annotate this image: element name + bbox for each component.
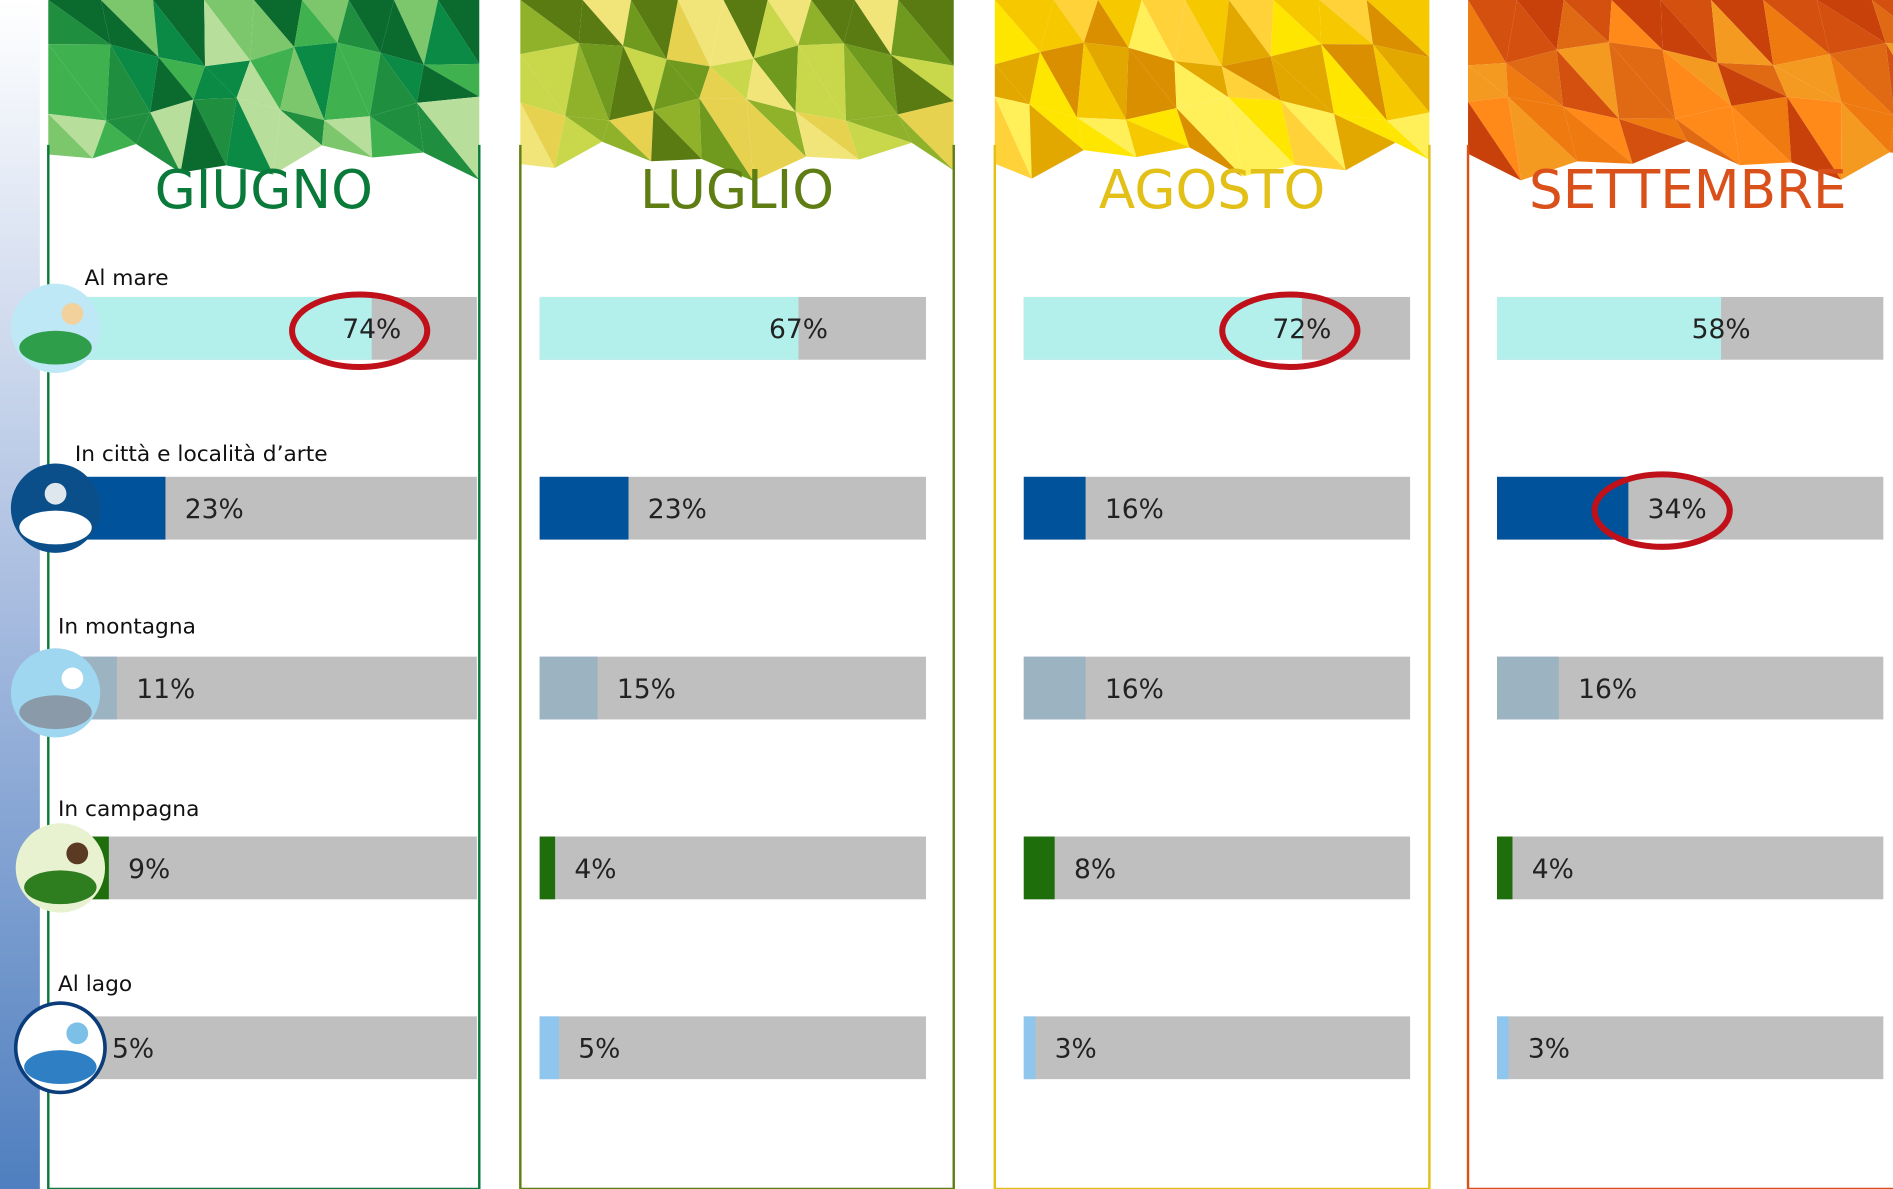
category-icon-detail (19, 511, 91, 545)
month-panel: LUGLIO 67% 23% 15% 4% 5% (520, 0, 953, 1189)
category-icon-detail (62, 668, 84, 690)
month-title: AGOSTO (1099, 159, 1325, 221)
value-label: 16% (1105, 494, 1164, 525)
category-icon-detail (45, 483, 67, 505)
bar (1024, 297, 1302, 360)
bar-track (72, 657, 476, 720)
page: {"chart_data": { "type": "bar", "categor… (0, 0, 1893, 1189)
value-label: 8% (1074, 854, 1116, 885)
category-label: In montagna (58, 615, 196, 640)
value-label: 4% (1532, 854, 1574, 885)
category-icon-detail (19, 331, 91, 365)
value-label: 58% (1692, 314, 1751, 345)
bar (1497, 657, 1559, 720)
category-icon-detail (19, 695, 91, 729)
infographic: GIUGNO 74% 23% 11% 9% 5% LUGLIO 67% 23% 15% 4% 5% AG… (0, 0, 1893, 1189)
bar (540, 477, 629, 540)
bar (1497, 837, 1512, 900)
value-label: 34% (1648, 494, 1707, 525)
bar (540, 297, 799, 360)
category-icon-detail (66, 1022, 88, 1044)
month-title: GIUGNO (155, 159, 373, 221)
bar (1024, 477, 1086, 540)
category-icon-detail (66, 843, 88, 865)
bar (1024, 657, 1086, 720)
value-label: 67% (769, 314, 828, 345)
value-label: 16% (1105, 674, 1164, 705)
bar (1024, 1016, 1036, 1079)
value-label: 5% (112, 1034, 154, 1065)
category-icon-detail (24, 1050, 96, 1084)
category-icon-detail (62, 303, 84, 325)
value-label: 4% (574, 854, 616, 885)
category-label: Al lago (58, 972, 132, 997)
bar (1497, 1016, 1509, 1079)
value-label: 3% (1055, 1034, 1097, 1065)
bar (1497, 297, 1721, 360)
value-label: 15% (617, 674, 676, 705)
bar (540, 837, 555, 900)
value-label: 74% (342, 314, 401, 345)
category-label: Al mare (85, 266, 169, 291)
value-label: 11% (136, 674, 195, 705)
value-label: 3% (1528, 1034, 1570, 1065)
value-label: 23% (185, 494, 244, 525)
bar-track (540, 657, 926, 720)
month-title: SETTEMBRE (1529, 159, 1847, 221)
category-label: In campagna (58, 797, 199, 822)
month-title: LUGLIO (640, 159, 834, 221)
bar (540, 657, 598, 720)
category-label: In città e località d’arte (75, 442, 328, 467)
value-label: 16% (1578, 674, 1637, 705)
month-panel: SETTEMBRE 58% 34% 16% 4% 3% (1468, 0, 1893, 1189)
value-label: 23% (648, 494, 707, 525)
bar (540, 1016, 559, 1079)
category-icon-detail (24, 870, 96, 904)
value-label: 9% (128, 854, 170, 885)
bar (72, 297, 371, 360)
month-panel: GIUGNO 74% 23% 11% 9% 5% (48, 0, 479, 1189)
month-panel: AGOSTO 72% 16% 16% 8% 3% (995, 0, 1430, 1189)
value-label: 5% (578, 1034, 620, 1065)
bar (1024, 837, 1055, 900)
value-label: 72% (1272, 314, 1331, 345)
